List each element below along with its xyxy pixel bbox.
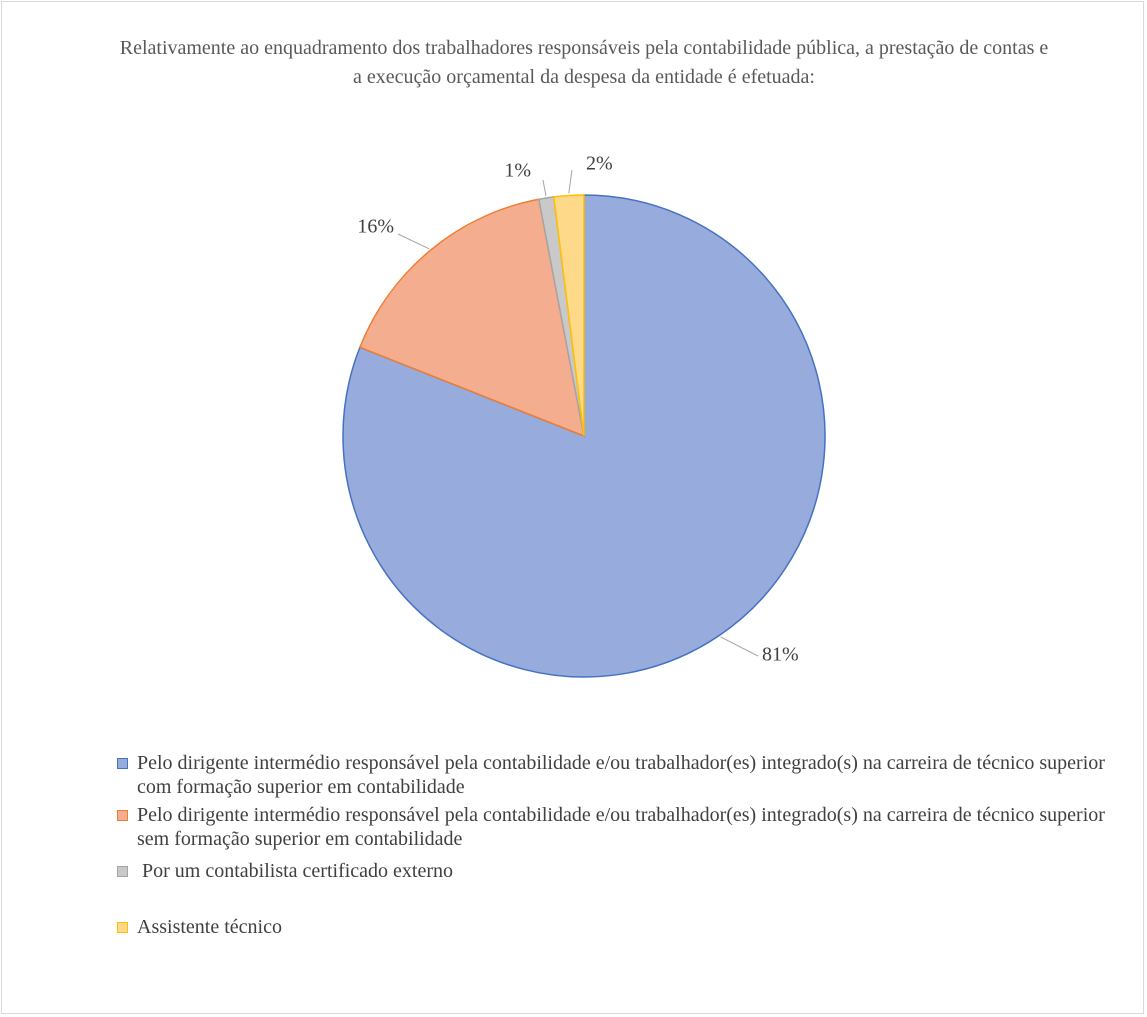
- legend-entry: Pelo dirigente intermédio responsável pe…: [117, 803, 1137, 851]
- data-label: 2%: [586, 153, 613, 175]
- legend-swatch: [117, 922, 128, 933]
- pie-slice: [358, 198, 585, 438]
- legend-label: Pelo dirigente intermédio responsável pe…: [137, 752, 1110, 798]
- leader-line: [568, 169, 573, 194]
- legend-swatch: [117, 810, 128, 821]
- data-label: 1%: [504, 160, 531, 182]
- pie-slice: [342, 194, 826, 678]
- legend-label: Por um contabilista certificado externo: [137, 860, 454, 882]
- legend-swatch: [117, 758, 128, 769]
- data-label: 16%: [357, 216, 394, 238]
- pie-slice: [552, 194, 585, 437]
- leader-line: [720, 636, 759, 657]
- legend-entry: Pelo dirigente intermédio responsável pe…: [117, 751, 1137, 799]
- chart-title: Relativamente ao enquadramento dos traba…: [119, 37, 1049, 88]
- legend-swatch: [117, 866, 128, 877]
- data-label: 81%: [762, 644, 799, 666]
- leader-line: [397, 233, 430, 250]
- legend-label: Pelo dirigente intermédio responsável pe…: [137, 804, 1110, 850]
- legend-label: Assistente técnico: [137, 916, 282, 938]
- legend-entry: Assistente técnico: [117, 915, 1137, 939]
- legend-entry: Por um contabilista certificado externo: [117, 859, 1137, 883]
- leader-line: [542, 179, 547, 197]
